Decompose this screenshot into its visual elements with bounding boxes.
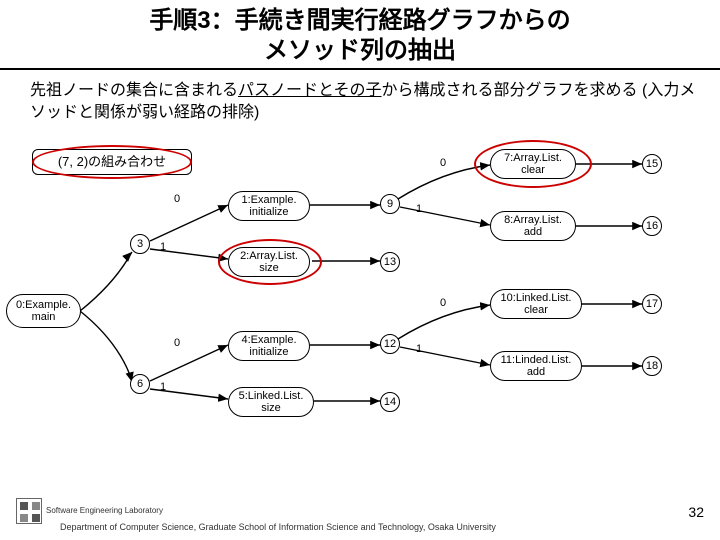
small-s15: 15 — [642, 154, 662, 174]
small-s9: 9 — [380, 194, 400, 214]
small-s14: 14 — [380, 392, 400, 412]
node-llclr: 10:Linked.List. clear — [490, 289, 582, 319]
graph-diagram: (7, 2)の組み合わせ 0:Example. main1:Example. i… — [0, 129, 720, 489]
highlight-oval-1 — [474, 140, 592, 188]
node-lladd: 11:Linded.List. add — [490, 351, 582, 381]
small-s6: 6 — [130, 374, 150, 394]
edge-label-e_9_7: 0 — [440, 157, 446, 169]
node-main: 0:Example. main — [6, 294, 81, 328]
logo-text: Software Engineering Laboratory — [46, 507, 163, 515]
edge-11 — [400, 207, 490, 225]
edge-label-e_main_3: 0 — [174, 193, 180, 205]
small-s3: 3 — [130, 234, 150, 254]
title-line2: メソッド列の抽出 — [264, 37, 456, 64]
title-line1: 手順3：手続き間実行経路グラフからの — [149, 7, 570, 34]
subtitle-pre: 先祖ノードの集合に含まれる — [30, 82, 238, 99]
edges-svg — [0, 129, 720, 489]
slide-title: 手順3：手続き間実行経路グラフからの メソッド列の抽出 — [0, 0, 720, 70]
edge-4 — [150, 345, 228, 381]
edge-label-e_6_1: 1 — [160, 381, 166, 393]
footer-text: Department of Computer Science, Graduate… — [60, 522, 496, 532]
edge-2 — [150, 205, 228, 241]
small-s16: 16 — [642, 216, 662, 236]
highlight-oval-0 — [32, 145, 192, 179]
edge-0 — [80, 252, 132, 311]
node-init2: 4:Example. initialize — [228, 331, 310, 361]
edge-label-e_3_1: 1 — [160, 241, 166, 253]
node-llsize: 5:Linked.List. size — [228, 387, 314, 417]
node-init1: 1:Example. initialize — [228, 191, 310, 221]
highlight-oval-2 — [218, 239, 322, 285]
subtitle-underlined: パスノードとその子 — [238, 82, 382, 99]
logo-icon — [16, 498, 42, 524]
edge-12 — [398, 305, 490, 339]
node-aladd: 8:Array.List. add — [490, 211, 576, 241]
small-s18: 18 — [642, 356, 662, 376]
edge-1 — [80, 311, 132, 382]
edge-label-e_12_10: 0 — [440, 297, 446, 309]
edge-label-e_main_6: 0 — [174, 337, 180, 349]
page-number: 32 — [688, 504, 704, 520]
slide-subtitle: 先祖ノードの集合に含まれるパスノードとその子から構成される部分グラフを求める (… — [0, 70, 720, 129]
small-s17: 17 — [642, 294, 662, 314]
lab-logo: Software Engineering Laboratory — [16, 498, 163, 524]
small-s12: 12 — [380, 334, 400, 354]
edge-label-e_9_8: 1 — [416, 203, 422, 215]
edge-label-e_12_11: 1 — [416, 343, 422, 355]
small-s13: 13 — [380, 252, 400, 272]
edge-13 — [400, 347, 490, 365]
